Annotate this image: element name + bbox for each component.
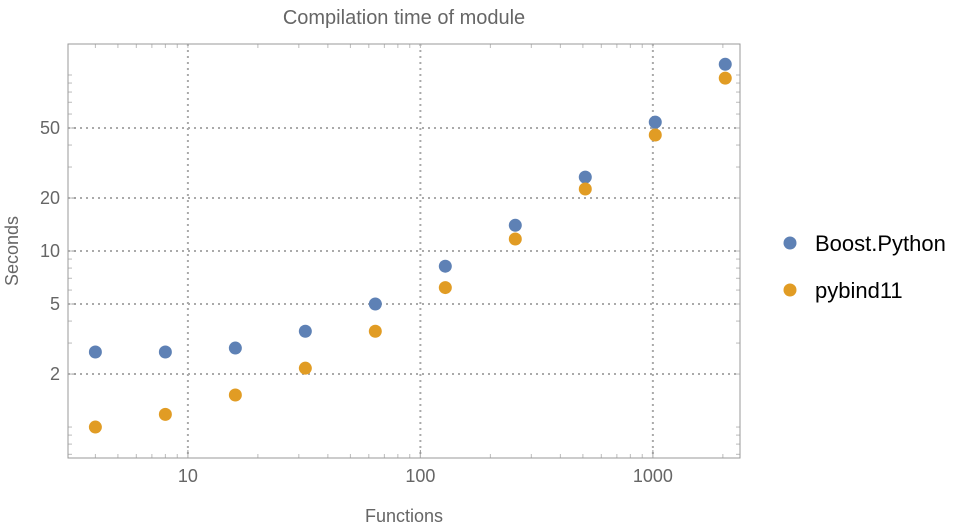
data-point-boost-python <box>88 345 102 359</box>
x-axis-label: Functions <box>365 506 443 525</box>
data-point-pybind11 <box>158 407 172 421</box>
y-tick-label: 2 <box>50 364 60 384</box>
data-point-boost-python <box>158 345 172 359</box>
data-points <box>88 57 732 434</box>
data-point-pybind11 <box>718 71 732 85</box>
x-tick-label: 10 <box>178 466 198 486</box>
data-point-pybind11 <box>368 324 382 338</box>
data-point-pybind11 <box>228 388 242 402</box>
data-point-boost-python <box>578 170 592 184</box>
data-point-boost-python <box>508 218 522 232</box>
data-point-boost-python <box>718 57 732 71</box>
y-tick-label: 10 <box>40 241 60 261</box>
x-tick-label: 1000 <box>633 466 673 486</box>
data-point-pybind11 <box>648 128 662 142</box>
x-tick-label: 100 <box>405 466 435 486</box>
y-axis-label: Seconds <box>2 216 22 286</box>
legend-label: pybind11 <box>815 278 903 303</box>
legend-marker <box>783 283 797 297</box>
chart-title: Compilation time of module <box>283 7 525 29</box>
y-tick-label: 20 <box>40 188 60 208</box>
data-point-pybind11 <box>438 281 452 295</box>
legend: Boost.Python pybind11 <box>783 231 946 303</box>
data-point-boost-python <box>368 297 382 311</box>
data-point-boost-python <box>438 259 452 273</box>
data-point-pybind11 <box>508 232 522 246</box>
axis-ticks: 10 100 1000 2 5 10 20 50 <box>40 44 740 486</box>
y-tick-label: 5 <box>50 294 60 314</box>
data-point-boost-python <box>648 115 662 129</box>
legend-label: Boost.Python <box>815 231 946 256</box>
grid <box>68 44 740 458</box>
data-point-pybind11 <box>298 361 312 375</box>
plot-frame <box>67 43 741 459</box>
data-point-boost-python <box>228 341 242 355</box>
data-point-pybind11 <box>88 420 102 434</box>
legend-marker <box>783 236 797 250</box>
data-point-pybind11 <box>578 182 592 196</box>
y-tick-label: 50 <box>40 118 60 138</box>
data-point-boost-python <box>298 324 312 338</box>
